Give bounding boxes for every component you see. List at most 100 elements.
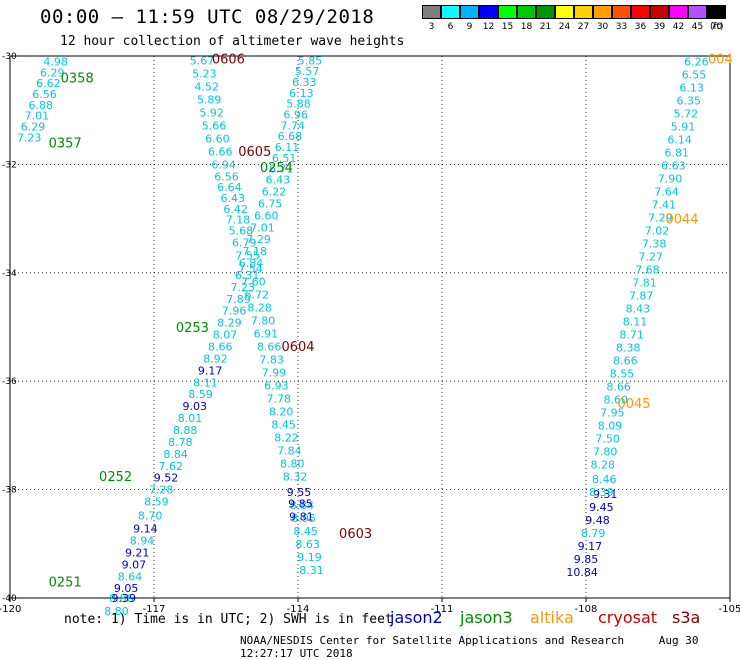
legend-label: 3 bbox=[428, 22, 435, 32]
pass-time-label: 0253 bbox=[176, 321, 209, 336]
wave-value-altika: 7.41 bbox=[652, 199, 677, 212]
wave-value-cryosat: 7.83 bbox=[259, 354, 284, 367]
pass-time-label: 0357 bbox=[49, 137, 82, 152]
wave-value-jason2: 9.31 bbox=[593, 488, 618, 501]
wave-value-cryosat: 6.56 bbox=[214, 170, 239, 183]
legend-swatch bbox=[707, 5, 726, 19]
legend-label: 6 bbox=[447, 22, 454, 32]
legend-swatch bbox=[422, 5, 441, 19]
wave-value-cryosat-b: 6.60 bbox=[254, 209, 279, 222]
wave-value-cryosat: 5.66 bbox=[202, 119, 227, 132]
wave-value-cryosat-b: 6.33 bbox=[292, 76, 317, 89]
wave-value-cryosat: 8.28 bbox=[247, 301, 272, 314]
wave-value-cryosat-b: 6.96 bbox=[283, 109, 308, 122]
y-tick-label: -36 bbox=[2, 377, 17, 387]
wave-value-cryosat: 8.95 bbox=[292, 512, 317, 525]
wave-value-cryosat-b: 8.80 bbox=[104, 605, 129, 618]
credit-text: NOAA/NESDIS Center for Satellite Applica… bbox=[240, 634, 625, 647]
wave-value-altika: 5.72 bbox=[674, 107, 699, 120]
wave-value-cryosat: 6.72 bbox=[244, 288, 269, 301]
footer-credit: NOAA/NESDIS Center for Satellite Applica… bbox=[240, 634, 740, 660]
wave-value-jason3: 6.56 bbox=[32, 88, 57, 101]
legend-label: 39 bbox=[653, 22, 666, 32]
wave-value-cryosat-b: 7.28 bbox=[149, 484, 174, 497]
wave-value-altika: 6.55 bbox=[682, 68, 707, 81]
wave-value-cryosat-b: 8.92 bbox=[203, 352, 228, 365]
x-tick-label: -105 bbox=[719, 604, 740, 615]
wave-value-altika: 7.64 bbox=[654, 186, 679, 199]
wave-value-jason2: 9.03 bbox=[183, 400, 208, 413]
wave-value-jason2: 9.85 bbox=[574, 553, 599, 566]
wave-value-altika: 7.50 bbox=[595, 433, 620, 446]
wave-value-jason2: 9.52 bbox=[154, 472, 179, 485]
legend-label: 18 bbox=[520, 22, 533, 32]
wave-value-cryosat: 8.20 bbox=[269, 406, 294, 419]
wave-value-altika: 7.87 bbox=[629, 290, 654, 303]
wave-value-cryosat-b: 6.51 bbox=[272, 152, 297, 165]
wave-value-cryosat-b: 8.11 bbox=[193, 376, 218, 389]
wave-value-cryosat: 8.45 bbox=[271, 419, 296, 432]
wave-value-jason2: 9.14 bbox=[133, 523, 158, 536]
wave-value-cryosat: 6.94 bbox=[211, 158, 236, 171]
wave-value-jason3: 6.29 bbox=[40, 66, 65, 79]
wave-value-cryosat: 7.78 bbox=[267, 393, 292, 406]
wave-value-cryosat: 5.68 bbox=[229, 225, 254, 238]
wave-value-cryosat: 8.45 bbox=[293, 525, 318, 538]
wave-value-jason3: 6.88 bbox=[28, 99, 53, 112]
wave-value-cryosat: 6.91 bbox=[254, 328, 279, 341]
legend-swatch bbox=[669, 5, 688, 19]
wave-value-cryosat: 5.23 bbox=[192, 67, 217, 80]
wave-value-cryosat: 7.84 bbox=[277, 445, 302, 458]
wave-value-cryosat-b: 7.96 bbox=[222, 305, 247, 318]
wave-value-cryosat-b: 7.29 bbox=[246, 233, 271, 246]
chart-subtitle: 12 hour collection of altimeter wave hei… bbox=[60, 34, 405, 49]
legend-label: 45 bbox=[691, 22, 704, 32]
wave-value-cryosat: 6.60 bbox=[205, 132, 230, 145]
wave-value-jason3: 7.23 bbox=[17, 131, 42, 144]
pass-time-label: 0604 bbox=[281, 340, 314, 355]
wave-value-cryosat-b: 6.11 bbox=[275, 141, 300, 154]
wave-value-altika: 6.35 bbox=[676, 94, 701, 107]
wave-value-cryosat: 7.18 bbox=[226, 214, 251, 227]
wave-value-jason2: 9.07 bbox=[122, 558, 147, 571]
pass-time-label: 0358 bbox=[61, 72, 94, 87]
legend-label: 70 bbox=[710, 22, 723, 32]
wave-value-altika: 7.68 bbox=[635, 264, 660, 277]
wave-value-cryosat-b: 8.78 bbox=[168, 436, 193, 449]
wave-value-altika: 7.02 bbox=[645, 225, 670, 238]
y-tick-label: -34 bbox=[2, 269, 17, 279]
y-tick-label: -30 bbox=[2, 52, 17, 62]
wave-value-cryosat-b: 7.62 bbox=[159, 460, 184, 473]
wave-value-altika: 8.71 bbox=[619, 329, 644, 342]
wave-value-cryosat-b: 8.84 bbox=[163, 448, 188, 461]
wave-value-cryosat: 7.55 bbox=[235, 249, 260, 262]
x-tick-label: -117 bbox=[143, 604, 166, 615]
pass-time-label: 0044 bbox=[665, 213, 698, 228]
wave-value-cryosat: 8.66 bbox=[257, 341, 282, 354]
chart-title: 00:00 – 11:59 UTC 08/29/2018 bbox=[40, 6, 375, 28]
legend-swatch bbox=[517, 5, 536, 19]
wave-value-jason2: 10.84 bbox=[566, 566, 598, 579]
wave-value-cryosat: 6.64 bbox=[217, 181, 242, 194]
wave-value-cryosat: 7.99 bbox=[262, 367, 287, 380]
legend-label: 30 bbox=[596, 22, 609, 32]
wave-value-cryosat: 8.84 bbox=[290, 499, 315, 512]
pass-time-label: 0045 bbox=[617, 397, 650, 412]
wave-value-cryosat-b: 8.94 bbox=[130, 535, 155, 548]
pass-time-label: 0254 bbox=[260, 161, 293, 176]
wave-value-cryosat: 6.43 bbox=[220, 192, 245, 205]
wave-value-jason2: 9.81 bbox=[289, 511, 314, 524]
legend-swatch bbox=[479, 5, 498, 19]
wave-value-altika: 8.79 bbox=[581, 527, 606, 540]
legend-swatch bbox=[441, 5, 460, 19]
wave-value-cryosat: 8.80 bbox=[280, 458, 305, 471]
wave-value-cryosat: 6.42 bbox=[223, 203, 248, 216]
wave-value-cryosat: 8.31 bbox=[299, 564, 324, 577]
wave-value-cryosat-b: 5.88 bbox=[286, 98, 311, 111]
wave-value-cryosat-b: 6.31 bbox=[235, 269, 260, 282]
satellite-cryosat: cryosat bbox=[598, 608, 658, 627]
wave-value-cryosat-b: 7.74 bbox=[280, 119, 305, 132]
wave-value-cryosat-b: 7.01 bbox=[250, 221, 275, 234]
wave-value-cryosat: 5.67 bbox=[190, 54, 215, 67]
